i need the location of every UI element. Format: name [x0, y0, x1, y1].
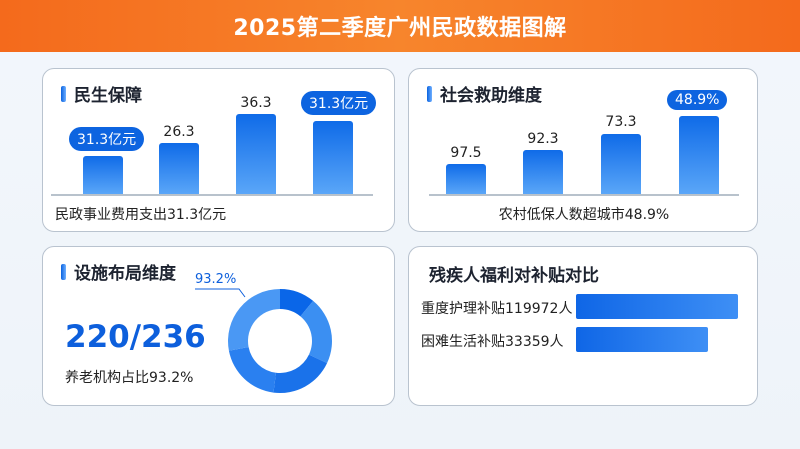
bar — [679, 116, 719, 194]
page-title: 2025第二季度广州民政数据图解 — [233, 16, 567, 41]
hbar — [576, 294, 738, 319]
bar-label: 73.3 — [605, 114, 637, 130]
donut-segment — [280, 289, 314, 317]
caption: 养老机构占比93.2% — [65, 370, 194, 386]
livelihood-card: 民生保障 31.3亿元 26.3 36.3 31.3亿元 民政事业费用支出31.… — [42, 68, 395, 232]
bar-label: 26.3 — [163, 124, 195, 140]
card-title: 社会救助维度 — [440, 86, 542, 106]
x-axis — [429, 194, 739, 196]
bar — [83, 156, 123, 194]
bar-label: 36.3 — [240, 95, 272, 111]
title-marker-icon — [427, 85, 432, 102]
bar — [313, 121, 353, 194]
row-label: 重度护理补贴119972人 — [421, 301, 573, 317]
donut-segment — [273, 354, 328, 393]
caption: 农村低保人数超城市48.9% — [498, 207, 670, 223]
donut-chart — [195, 288, 332, 393]
hbar — [576, 327, 708, 352]
card-title: 设施布局维度 — [74, 264, 176, 284]
bar — [236, 114, 276, 194]
donut-segment — [228, 346, 276, 393]
bar-label: 48.9% — [667, 90, 728, 110]
title-marker-icon — [61, 263, 66, 280]
header: 2025第二季度广州民政数据图解 — [0, 0, 800, 52]
donut-label: 93.2% — [195, 272, 237, 287]
caption: 民政事业费用支出31.3亿元 — [55, 207, 227, 223]
card-title: 残疾人福利对补贴对比 — [429, 266, 599, 286]
card-title: 民生保障 — [74, 86, 142, 106]
bar-label: 31.3亿元 — [69, 127, 145, 151]
bar-label: 92.3 — [527, 131, 559, 147]
bar — [159, 143, 199, 194]
bar — [446, 164, 486, 194]
assistance-card: 社会救助维度 97.5 92.3 73.3 48.9% 农村低保人数超城市48.… — [408, 68, 758, 232]
x-axis — [51, 194, 373, 196]
facilities-card: 设施布局维度 220/236 养老机构占比93.2% 93.2% — [42, 246, 395, 406]
bar — [601, 134, 641, 194]
row-label: 困难生活补贴33359人 — [421, 334, 564, 350]
leader-line — [195, 288, 246, 298]
bar — [523, 150, 563, 194]
disability-card: 残疾人福利对补贴对比 重度护理补贴119972人 困难生活补贴33359人 — [408, 246, 758, 406]
title-marker-icon — [61, 85, 66, 102]
bar-label: 31.3亿元 — [301, 91, 377, 115]
big-number: 220/236 — [65, 319, 206, 355]
bar-label: 97.5 — [450, 145, 482, 161]
donut-segment — [228, 289, 280, 351]
donut-segment — [300, 300, 332, 364]
